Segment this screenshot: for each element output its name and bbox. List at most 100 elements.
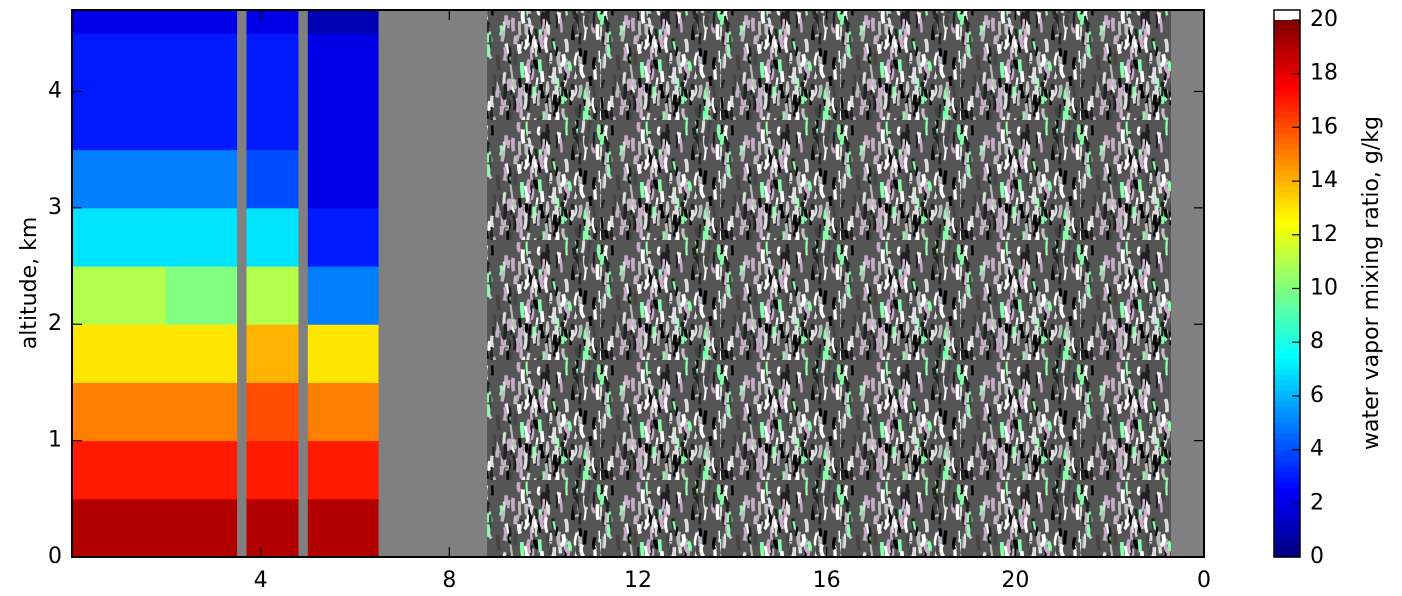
colorbar-segment [1274,309,1300,316]
heatmap-cell [307,149,380,209]
heatmap-cell [1170,382,1204,442]
colorbar-segment [1274,476,1300,483]
heatmap-cell [246,33,299,92]
colorbar-segment [1274,202,1300,209]
colorbar-segment [1274,530,1300,537]
heatmap-cell [246,91,299,151]
heatmap-cell [72,440,167,500]
colorbar-segment [1274,454,1300,461]
heatmap-cell [237,382,248,442]
colorbar-segment [1274,46,1300,53]
colorbar-segment [1274,20,1300,26]
colorbar-segment [1274,100,1300,107]
colorbar-segment [1274,234,1300,241]
heatmap-cell [1170,498,1204,557]
heatmap-cell [1170,10,1204,34]
heatmap-cell [72,207,167,267]
heatmap-cell [166,33,238,92]
colorbar-segment [1274,379,1300,386]
colorbar-segment [1274,331,1300,338]
colorbar-segment [1274,438,1300,445]
heatmap-cell [298,324,309,383]
colorbar-segment [1274,385,1300,392]
colorbar-segment [1274,41,1300,48]
colorbar-segment [1274,465,1300,472]
colorbar-segment [1274,492,1300,499]
heatmap-cell [487,91,1172,151]
colorbar-segment [1274,551,1300,558]
heatmap-cell [237,33,248,92]
heatmap-cell [246,207,299,267]
heatmap-cell [298,33,309,92]
colorbar-segment [1274,417,1300,424]
heatmap-cell [487,324,1172,383]
heatmap-cell [166,266,238,325]
colorbar-tick-label: 6 [1310,383,1324,408]
colorbar-segment [1274,170,1300,177]
colorbar-tick-label: 14 [1310,168,1338,193]
heatmap-cell [246,324,299,383]
colorbar-tick-label: 16 [1310,114,1338,139]
colorbar-segment [1274,154,1300,161]
heatmap-cell [72,91,167,151]
colorbar-segment [1274,84,1300,91]
heatmap-cell [166,91,238,151]
colorbar-segment [1274,181,1300,188]
colorbar-segment [1274,256,1300,263]
heatmap-cell [307,10,380,34]
colorbar-segment [1274,336,1300,343]
heatmap-cell [487,382,1172,442]
colorbar-segment [1274,213,1300,220]
colorbar-tick-label: 18 [1310,61,1338,86]
colorbar-segment [1274,288,1300,295]
colorbar-segment [1274,229,1300,236]
heatmap-cell [72,149,167,209]
colorbar-segment [1274,57,1300,64]
colorbar-tick-label: 20 [1310,7,1338,32]
colorbar-segment [1274,508,1300,515]
heatmap-cell [298,91,309,151]
heatmap-cell [307,498,380,557]
heatmap-cell [166,498,238,557]
heatmap-cell [307,382,380,442]
heatmap-cell [72,33,167,92]
heatmap-cell [487,10,1172,34]
heatmap-cell [487,440,1172,500]
heatmap-cell [1170,91,1204,151]
heatmap-cell [298,149,309,209]
heatmap [72,10,1204,557]
heatmap-cell [378,382,488,442]
colorbar-segment [1274,277,1300,284]
heatmap-cell [1170,324,1204,383]
colorbar-extension [1274,10,1300,20]
colorbar-segment [1274,250,1300,257]
heatmap-cell [237,207,248,267]
heatmap-cell [166,10,238,34]
colorbar-segment [1274,52,1300,59]
colorbar-segment [1274,261,1300,268]
heatmap-cell [72,498,167,557]
colorbar-segment [1274,175,1300,182]
heatmap-cell [246,266,299,325]
colorbar-segment [1274,481,1300,488]
colorbar-segment [1274,369,1300,376]
colorbar-segment [1274,240,1300,247]
colorbar-segment [1274,218,1300,225]
heatmap-cell [72,10,167,34]
colorbar-segment [1274,546,1300,553]
colorbar-segment [1274,138,1300,145]
heatmap-cell [1170,33,1204,92]
colorbar-segment [1274,36,1300,43]
heatmap-cell [72,382,167,442]
heatmap-cell [166,207,238,267]
colorbar-segment [1274,186,1300,193]
heatmap-cell [237,440,248,500]
heatmap-cell [166,324,238,383]
colorbar-frame [1273,9,1301,558]
colorbar-segment [1274,524,1300,531]
heatmap-cell [246,149,299,209]
colorbar-segment [1274,267,1300,273]
x-tick-label: 4 [254,568,268,593]
heatmap-cell [487,149,1172,209]
colorbar-segment [1274,395,1300,402]
